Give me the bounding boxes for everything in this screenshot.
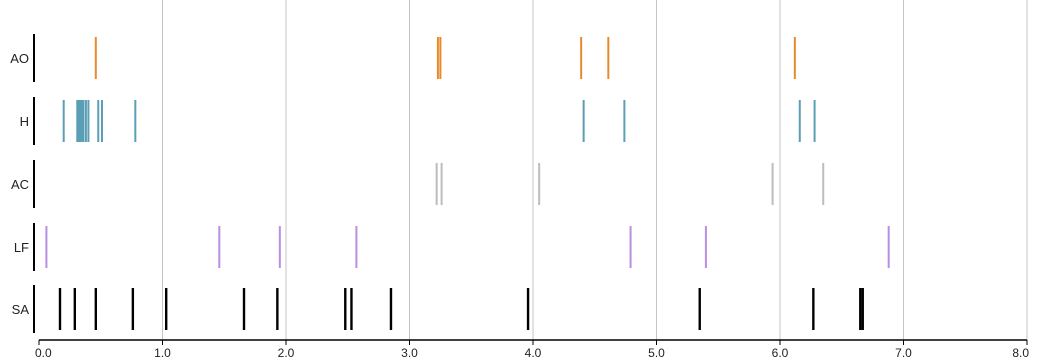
x-tick-label: 8.0 [1012,346,1029,360]
x-tick-label: 2.0 [278,346,295,360]
row-label: LF [14,240,29,255]
row-lf: LF [14,223,890,271]
x-tick-label: 4.0 [525,346,542,360]
row-label: SA [12,302,30,317]
rows-layer: AO H AC LF SA [10,34,890,333]
row-ac: AC [11,160,825,208]
row-sa: SA [12,285,864,333]
row-label: H [20,114,29,129]
x-tick-label: 1.0 [154,346,171,360]
row-ao: AO [10,34,796,82]
x-tick-label: 3.0 [401,346,418,360]
row-label: AC [11,177,29,192]
x-tick-label: 5.0 [648,346,665,360]
row-h: H [20,97,816,145]
x-tick-label: 6.0 [772,346,789,360]
row-label: AO [10,51,29,66]
x-tick-label: 7.0 [895,346,912,360]
grid-layer [162,0,1028,340]
x-tick-label: 0.0 [35,346,52,360]
x-axis: 0.0 1.0 2.0 3.0 4.0 5.0 6.0 7.0 8.0 [35,339,1029,360]
